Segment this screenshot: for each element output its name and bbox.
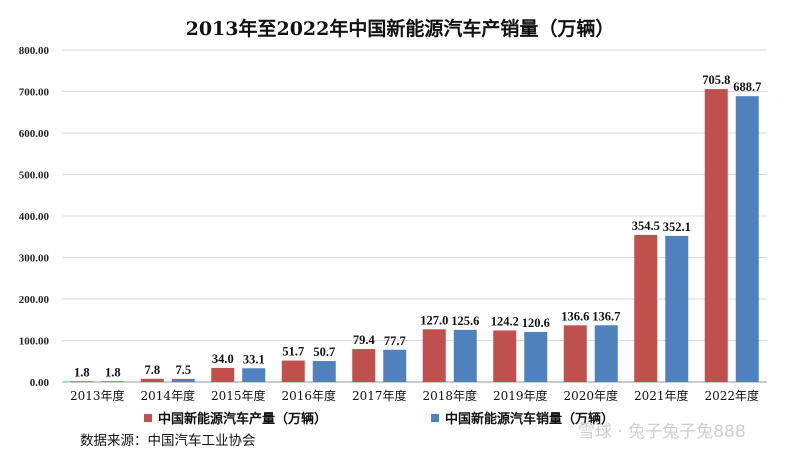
value-label-sales: 50.7 xyxy=(313,345,335,359)
bar-sales xyxy=(524,331,548,382)
y-axis-ticks: 0.00 100.00 200.00 300.00 400.00 500.00 600.00… xyxy=(19,45,50,389)
bar-sales xyxy=(594,325,618,382)
bar-production xyxy=(634,234,658,382)
bar-sales xyxy=(242,368,266,382)
value-label-production: 705.8 xyxy=(702,73,730,87)
value-label-sales: 352.1 xyxy=(663,220,691,234)
bar-production xyxy=(704,89,728,382)
bar-sales xyxy=(171,378,195,382)
bar-production xyxy=(563,325,587,382)
value-label-production: 127.0 xyxy=(420,313,448,327)
value-label-sales: 688.7 xyxy=(733,80,761,94)
value-label-production: 79.4 xyxy=(353,333,376,347)
bar-sales xyxy=(665,235,689,382)
value-labels: 1.8 1.8 7.8 7.5 34.0 33.1 51.7 50.7 79.4 77.7 127.… xyxy=(74,73,761,379)
x-category-label: 2019年度 xyxy=(493,388,548,403)
value-label-sales: 7.5 xyxy=(175,363,191,377)
bar-production xyxy=(422,329,446,382)
gridlines xyxy=(62,49,767,383)
x-category-label: 2016年度 xyxy=(281,388,336,403)
legend-swatch-sales xyxy=(431,414,439,422)
value-label-production: 7.8 xyxy=(144,363,160,377)
legend-label-production: 中国新能源汽车产量（万辆） xyxy=(158,411,327,427)
y-tick-label: 800.00 xyxy=(19,45,50,57)
bar-sales xyxy=(312,360,336,382)
legend-label-sales: 中国新能源汽车销量（万辆） xyxy=(445,411,614,427)
bars xyxy=(70,89,759,382)
value-label-production: 124.2 xyxy=(491,314,519,328)
legend-swatch-production xyxy=(144,414,152,422)
y-tick-label: 400.00 xyxy=(19,211,50,223)
y-tick-label: 300.00 xyxy=(19,253,50,265)
x-category-label: 2017年度 xyxy=(352,388,407,403)
bar-production xyxy=(281,360,305,382)
y-tick-label: 500.00 xyxy=(19,170,50,182)
value-label-production: 34.0 xyxy=(212,352,234,366)
value-label-sales: 136.7 xyxy=(592,309,620,323)
bar-production xyxy=(70,381,94,382)
value-label-production: 1.8 xyxy=(74,365,90,379)
y-tick-label: 600.00 xyxy=(19,128,50,140)
y-tick-label: 700.00 xyxy=(19,87,50,99)
x-category-label: 2015年度 xyxy=(211,388,266,403)
value-label-production: 354.5 xyxy=(632,219,660,233)
bar-production xyxy=(493,330,517,382)
bar-production xyxy=(352,349,376,382)
value-label-production: 136.6 xyxy=(561,309,589,323)
value-label-sales: 77.7 xyxy=(384,334,406,348)
watermark: 雪球 · 兔子兔子兔888 xyxy=(578,422,746,442)
x-category-label: 2014年度 xyxy=(140,388,195,403)
bar-sales xyxy=(735,96,759,382)
value-label-sales: 125.6 xyxy=(451,314,479,328)
x-category-label: 2013年度 xyxy=(70,388,125,403)
y-tick-label: 100.00 xyxy=(19,336,50,348)
bar-production xyxy=(140,378,164,382)
x-category-label: 2020年度 xyxy=(563,388,618,403)
bar-production xyxy=(211,367,235,382)
y-tick-label: 200.00 xyxy=(19,294,50,306)
value-label-sales: 1.8 xyxy=(105,365,121,379)
legend: 中国新能源汽车产量（万辆） 中国新能源汽车销量（万辆） xyxy=(144,411,614,427)
y-tick-label: 0.00 xyxy=(30,377,50,389)
value-label-production: 51.7 xyxy=(282,345,304,359)
bar-sales xyxy=(453,329,477,382)
source-note: 数据来源：中国汽车工业协会 xyxy=(80,432,256,449)
bar-sales xyxy=(101,381,125,382)
chart-title: 2013年至2022年中国新能源汽车产销量（万辆） xyxy=(186,17,615,40)
x-axis-categories: 2013年度 2014年度 2015年度 2016年度 2017年度 2018年度 2019… xyxy=(70,388,759,403)
x-category-label: 2022年度 xyxy=(704,388,759,403)
value-label-sales: 120.6 xyxy=(522,316,550,330)
value-label-sales: 33.1 xyxy=(243,352,265,366)
x-category-label: 2018年度 xyxy=(422,388,477,403)
x-category-label: 2021年度 xyxy=(634,388,689,403)
bar-sales xyxy=(383,349,407,382)
